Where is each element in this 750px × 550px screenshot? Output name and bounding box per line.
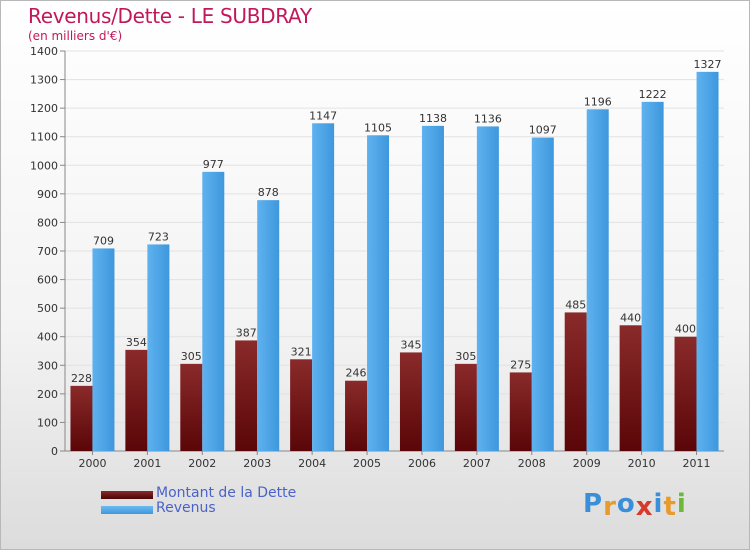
bar-dette bbox=[180, 363, 203, 451]
bar-revenus bbox=[531, 137, 554, 452]
x-tick-label: 2010 bbox=[628, 457, 656, 470]
bar-revenus bbox=[202, 171, 225, 451]
x-tick-label: 2002 bbox=[188, 457, 216, 470]
bar-dette bbox=[345, 380, 368, 451]
data-label-dette: 275 bbox=[510, 358, 531, 371]
logo-letter: x bbox=[635, 492, 654, 522]
data-label-revenus: 1097 bbox=[529, 124, 557, 137]
y-tick-label: 500 bbox=[37, 302, 58, 315]
y-tick-label: 800 bbox=[37, 216, 58, 229]
y-tick-label: 900 bbox=[37, 188, 58, 201]
logo-letter: r bbox=[603, 492, 617, 522]
data-label-revenus: 1196 bbox=[584, 95, 612, 108]
y-tick-label: 600 bbox=[37, 274, 58, 287]
data-label-revenus: 878 bbox=[258, 186, 279, 199]
y-tick-label: 1400 bbox=[30, 45, 58, 58]
legend-swatch-dette bbox=[101, 491, 153, 499]
y-tick-label: 1000 bbox=[30, 159, 58, 172]
bar-revenus bbox=[312, 123, 335, 452]
legend-swatch-revenus bbox=[101, 506, 153, 514]
chart-subtitle: (en milliers d'€) bbox=[28, 29, 123, 43]
bar-dette bbox=[125, 349, 148, 451]
data-label-revenus: 723 bbox=[148, 230, 169, 243]
logo-letter: i bbox=[676, 489, 687, 519]
x-tick-label: 2000 bbox=[78, 457, 106, 470]
y-tick-label: 400 bbox=[37, 331, 58, 344]
x-tick-label: 2003 bbox=[243, 457, 271, 470]
legend-label-dette: Montant de la Dette bbox=[156, 485, 297, 501]
bar-revenus bbox=[641, 101, 664, 451]
bar-revenus bbox=[586, 109, 609, 452]
x-tick-label: 2005 bbox=[353, 457, 381, 470]
data-label-dette: 345 bbox=[400, 338, 421, 351]
bar-revenus bbox=[421, 125, 444, 451]
y-tick-label: 100 bbox=[37, 416, 58, 429]
bar-revenus bbox=[257, 200, 280, 451]
x-tick-label: 2006 bbox=[408, 457, 436, 470]
data-label-dette: 246 bbox=[346, 367, 367, 380]
y-tick-label: 1100 bbox=[30, 131, 58, 144]
data-label-dette: 321 bbox=[291, 345, 312, 358]
data-label-revenus: 1138 bbox=[419, 112, 447, 125]
x-tick-label: 2007 bbox=[463, 457, 491, 470]
y-tick-label: 200 bbox=[37, 388, 58, 401]
proxiti-logo: Proxiti bbox=[583, 489, 687, 522]
logo-letter: i bbox=[653, 489, 664, 519]
logo-letter: o bbox=[616, 489, 636, 519]
data-label-dette: 354 bbox=[126, 336, 147, 349]
bar-dette bbox=[290, 359, 313, 451]
data-label-revenus: 1105 bbox=[364, 121, 392, 134]
bar-dette bbox=[70, 385, 93, 451]
bar-dette bbox=[454, 363, 477, 451]
data-label-revenus: 977 bbox=[203, 158, 224, 171]
data-label-dette: 440 bbox=[620, 311, 641, 324]
x-tick-label: 2008 bbox=[518, 457, 546, 470]
x-tick-label: 2004 bbox=[298, 457, 326, 470]
data-label-dette: 400 bbox=[675, 323, 696, 336]
bar-dette bbox=[399, 352, 422, 451]
bar-dette bbox=[619, 325, 642, 451]
bar-revenus bbox=[147, 244, 170, 451]
bar-dette bbox=[564, 312, 587, 451]
logo-letter: P bbox=[583, 489, 604, 519]
legend-label-revenus: Revenus bbox=[156, 500, 216, 516]
bar-revenus bbox=[476, 126, 499, 451]
data-label-dette: 485 bbox=[565, 298, 586, 311]
data-label-revenus: 709 bbox=[93, 234, 114, 247]
data-label-revenus: 1327 bbox=[694, 58, 722, 71]
bar-dette bbox=[235, 340, 258, 451]
y-tick-label: 0 bbox=[51, 445, 58, 458]
bar-revenus bbox=[92, 248, 115, 451]
y-tick-label: 700 bbox=[37, 245, 58, 258]
data-label-dette: 387 bbox=[236, 326, 257, 339]
data-label-dette: 305 bbox=[455, 350, 476, 363]
y-tick-label: 1200 bbox=[30, 102, 58, 115]
data-label-revenus: 1136 bbox=[474, 112, 502, 125]
bar-dette bbox=[509, 372, 532, 451]
data-label-dette: 228 bbox=[71, 372, 92, 385]
bar-revenus bbox=[696, 71, 719, 451]
chart-title: Revenus/Dette - LE SUBDRAY bbox=[28, 4, 312, 28]
data-label-revenus: 1147 bbox=[309, 109, 337, 122]
x-tick-label: 2009 bbox=[573, 457, 601, 470]
y-tick-label: 1300 bbox=[30, 74, 58, 87]
x-tick-label: 2001 bbox=[133, 457, 161, 470]
bar-dette bbox=[674, 336, 697, 451]
bar-revenus bbox=[367, 135, 390, 452]
y-tick-label: 300 bbox=[37, 359, 58, 372]
logo-letter: t bbox=[663, 492, 677, 522]
x-tick-label: 2011 bbox=[683, 457, 711, 470]
data-label-revenus: 1222 bbox=[639, 88, 667, 101]
data-label-dette: 305 bbox=[181, 350, 202, 363]
